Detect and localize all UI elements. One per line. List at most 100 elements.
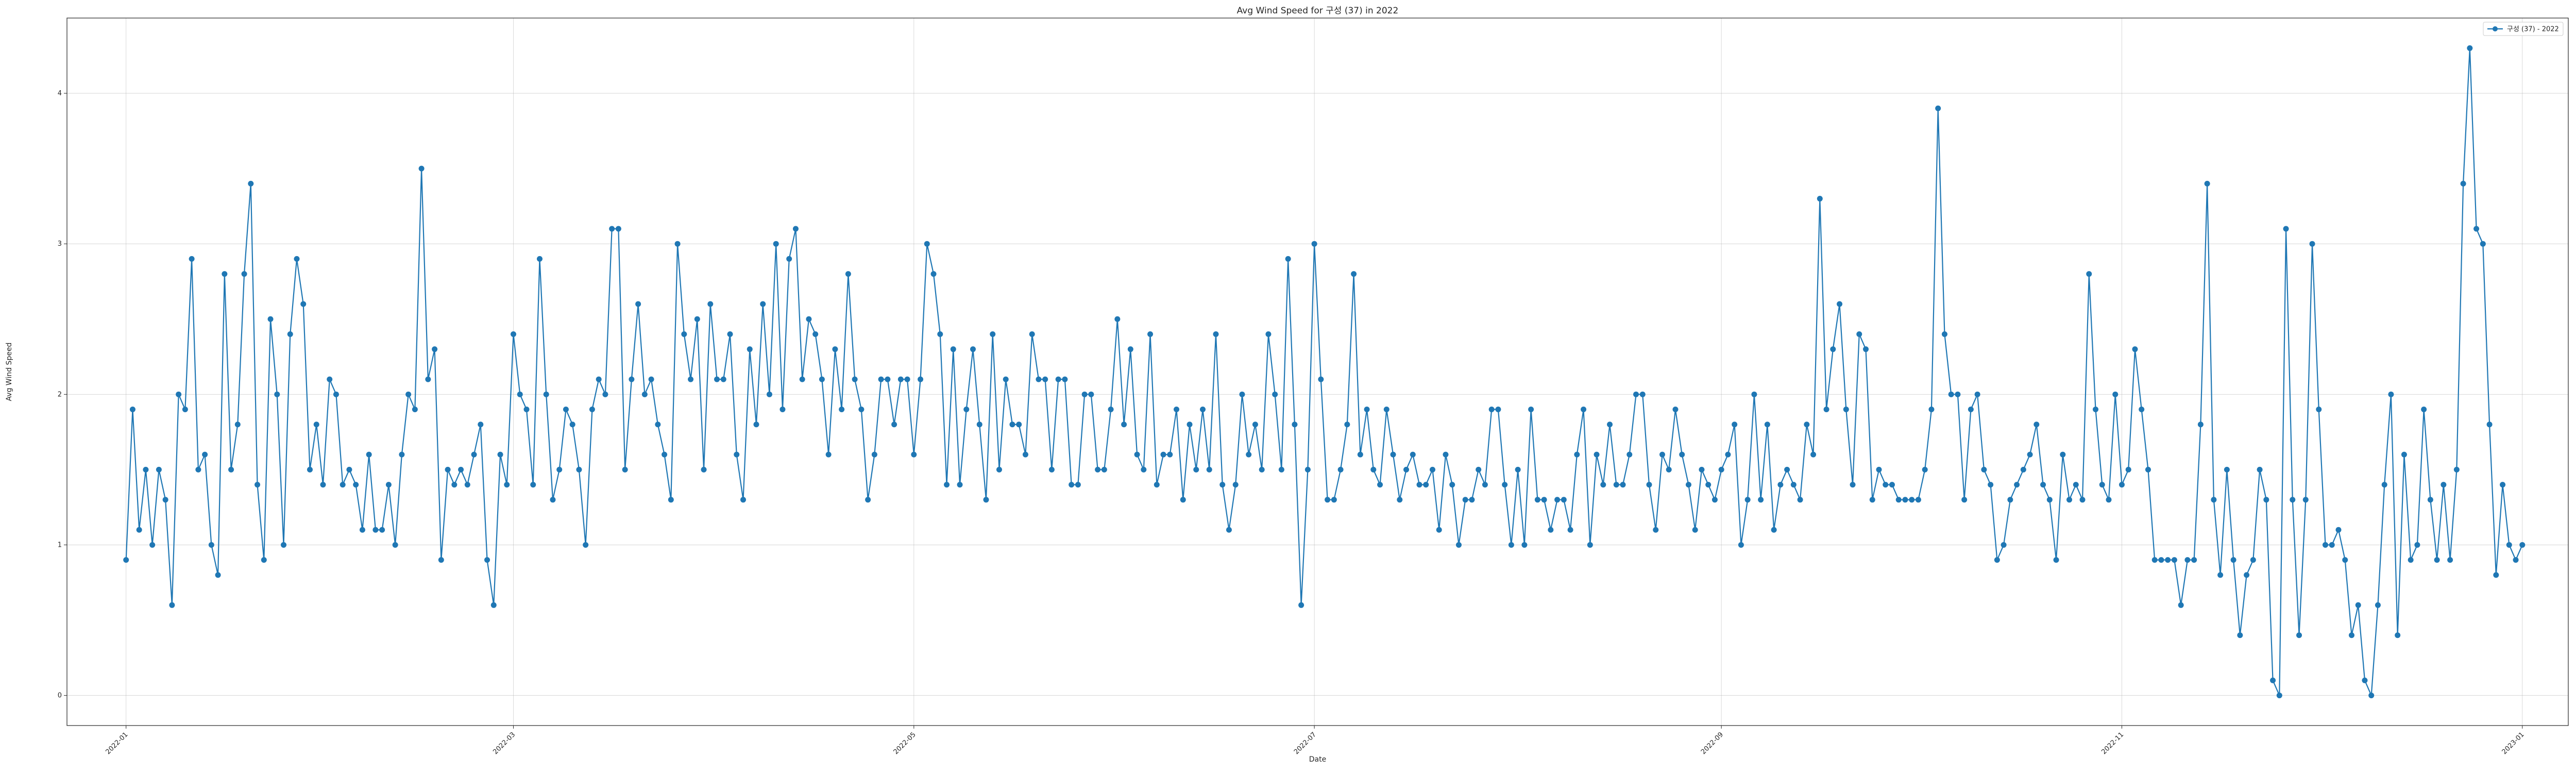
data-point: [215, 572, 221, 578]
x-tick-label: 2022-11: [2100, 731, 2125, 756]
data-point: [1850, 482, 1856, 488]
data-point: [2302, 497, 2309, 503]
data-point: [149, 542, 156, 548]
data-point: [445, 466, 451, 473]
data-point: [2086, 271, 2092, 277]
data-point: [1180, 497, 1186, 503]
data-point: [1646, 482, 1652, 488]
data-point: [1620, 482, 1626, 488]
data-point: [918, 376, 924, 382]
data-point: [1364, 407, 1370, 413]
data-point: [2375, 602, 2381, 608]
data-point: [2099, 482, 2105, 488]
data-point: [1252, 422, 1258, 428]
data-point: [1863, 346, 1869, 352]
data-point: [517, 391, 523, 397]
data-point: [1430, 466, 1435, 473]
data-point: [1095, 466, 1101, 473]
data-point: [1935, 105, 1941, 111]
x-tick-label: 2022-07: [1293, 731, 1318, 756]
data-point: [1718, 466, 1724, 473]
data-point: [2441, 482, 2447, 488]
data-point: [1311, 241, 1317, 247]
data-point: [2401, 451, 2407, 458]
data-point: [983, 497, 989, 503]
x-tick-label: 2022-05: [892, 731, 918, 756]
data-point: [944, 482, 950, 488]
data-point: [1016, 422, 1022, 428]
data-point: [1377, 482, 1383, 488]
data-point: [1679, 451, 1685, 458]
data-point: [2276, 693, 2282, 699]
data-point: [865, 497, 871, 503]
data-point: [353, 482, 359, 488]
data-point: [2106, 497, 2112, 503]
data-point: [1777, 482, 1784, 488]
data-point: [1751, 391, 1757, 397]
data-point: [189, 256, 195, 262]
data-point: [1732, 422, 1738, 428]
data-point: [228, 466, 234, 473]
data-point: [1771, 527, 1777, 533]
data-point: [379, 527, 385, 533]
data-point: [241, 271, 247, 277]
data-point: [490, 602, 497, 608]
data-point: [609, 226, 615, 232]
data-point: [1974, 391, 1980, 397]
data-point: [812, 331, 819, 337]
data-point: [1416, 482, 1422, 488]
y-tick-label: 4: [58, 90, 62, 97]
data-point: [1455, 542, 1462, 548]
data-point: [1672, 407, 1679, 413]
data-point: [1574, 451, 1580, 458]
data-point: [1909, 497, 1915, 503]
data-point: [2237, 632, 2243, 638]
data-point: [950, 346, 956, 352]
data-point: [1325, 497, 1331, 503]
data-point: [1337, 466, 1344, 473]
data-point: [2362, 677, 2368, 683]
data-point: [2145, 466, 2151, 473]
x-tick-label: 2022-09: [1700, 731, 1725, 756]
data-point: [1830, 346, 1836, 352]
data-point: [1272, 391, 1278, 397]
data-point: [563, 407, 569, 413]
data-point: [2244, 572, 2250, 578]
data-point: [602, 391, 608, 397]
data-point: [2073, 482, 2079, 488]
data-point: [2388, 391, 2394, 397]
data-point: [2290, 497, 2296, 503]
data-point: [1594, 451, 1600, 458]
data-point: [182, 407, 188, 413]
data-point: [1436, 527, 1442, 533]
data-point: [156, 466, 162, 473]
data-point: [1259, 466, 1265, 473]
data-point: [1738, 542, 1744, 548]
data-point: [2204, 180, 2210, 187]
data-point: [2408, 557, 2414, 563]
data-point: [1843, 407, 1849, 413]
data-point: [1837, 301, 1843, 307]
data-point: [740, 497, 747, 503]
data-point: [1948, 391, 1954, 397]
data-point: [2427, 497, 2433, 503]
data-point: [2460, 180, 2466, 187]
data-point: [1476, 466, 1482, 473]
data-point: [1193, 466, 1199, 473]
data-point: [1357, 451, 1363, 458]
data-point: [274, 391, 280, 397]
data-point: [255, 482, 261, 488]
data-point: [990, 331, 996, 337]
data-point: [1883, 482, 1889, 488]
data-point: [1482, 482, 1488, 488]
data-point: [294, 256, 300, 262]
data-point: [484, 557, 490, 563]
data-point: [2263, 497, 2269, 503]
y-tick-label: 2: [58, 391, 62, 398]
data-point: [747, 346, 753, 352]
data-point: [963, 407, 970, 413]
data-point: [1351, 271, 1357, 277]
data-point: [1370, 466, 1377, 473]
data-point: [720, 376, 726, 382]
data-point: [1022, 451, 1028, 458]
